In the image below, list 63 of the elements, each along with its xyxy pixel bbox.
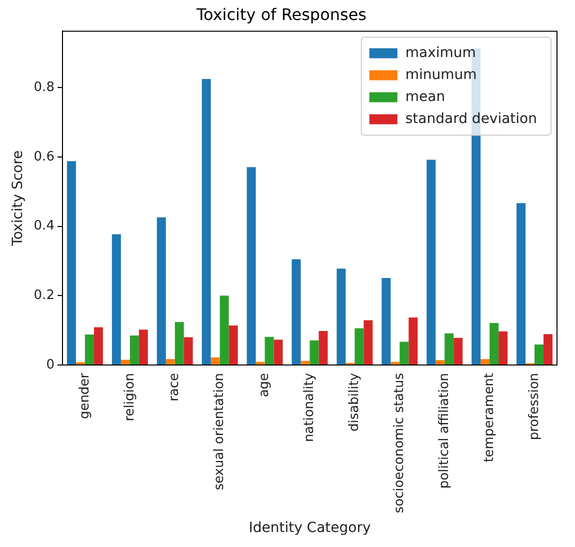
bar	[490, 323, 499, 364]
bar	[364, 320, 373, 364]
bar	[202, 79, 211, 364]
bar	[444, 333, 454, 364]
chart-title: Toxicity of Responses	[195, 4, 367, 24]
bar	[336, 268, 346, 364]
bar	[408, 317, 418, 364]
bar	[174, 322, 184, 364]
bar	[138, 330, 148, 364]
bar	[310, 340, 319, 364]
bar	[130, 336, 139, 364]
x-tick-label: disability	[347, 372, 362, 432]
legend-label: maximum	[405, 44, 476, 61]
x-tick-label: sexual orientation	[212, 372, 228, 490]
x-tick-label: age	[257, 372, 272, 398]
x-tick-label: political affiliation	[436, 372, 452, 489]
bar	[382, 278, 391, 364]
x-tick-label: socioeconomic status	[392, 372, 408, 514]
bar	[426, 160, 436, 364]
x-tick-label: race	[167, 372, 182, 402]
x-tick-label: gender	[77, 372, 92, 420]
legend-label: mean	[405, 88, 446, 105]
legend-label: minumum	[405, 66, 477, 83]
bar	[228, 325, 238, 364]
bar	[390, 362, 400, 364]
y-tick-label: 0.6	[34, 149, 54, 164]
y-axis-title: Toxicity Score	[10, 150, 26, 247]
y-tick-label: 0	[46, 357, 54, 372]
bar	[120, 360, 130, 364]
bar	[246, 167, 256, 364]
bar	[256, 362, 265, 364]
bar	[544, 334, 553, 364]
x-axis-title: Identity Category	[248, 520, 371, 536]
bar	[94, 327, 103, 364]
x-tick-label: temperament	[482, 372, 497, 462]
bar	[184, 337, 193, 364]
bar	[436, 360, 445, 364]
y-tick-label: 0.8	[34, 80, 54, 96]
bar	[400, 342, 409, 364]
bar	[66, 161, 76, 364]
bar	[166, 359, 175, 364]
bar	[480, 359, 490, 364]
bar	[354, 328, 364, 364]
bar	[318, 331, 328, 364]
x-tick-label: nationality	[302, 372, 318, 442]
x-tick-label: profession	[526, 372, 542, 440]
x-tick-label: religion	[122, 372, 138, 422]
bar	[112, 234, 121, 364]
bar	[274, 340, 283, 364]
bar	[454, 338, 463, 364]
bar	[516, 203, 526, 364]
bar	[84, 334, 94, 364]
bar	[498, 331, 508, 364]
bar	[534, 344, 544, 364]
bar	[210, 357, 220, 364]
bar	[264, 336, 274, 364]
bar	[220, 296, 229, 364]
bar	[292, 259, 301, 364]
bar	[156, 217, 166, 364]
y-tick-label: 0.2	[34, 288, 54, 304]
legend-label: standard deviation	[405, 110, 538, 127]
y-tick-label: 0.4	[34, 218, 54, 234]
bar	[300, 360, 310, 364]
